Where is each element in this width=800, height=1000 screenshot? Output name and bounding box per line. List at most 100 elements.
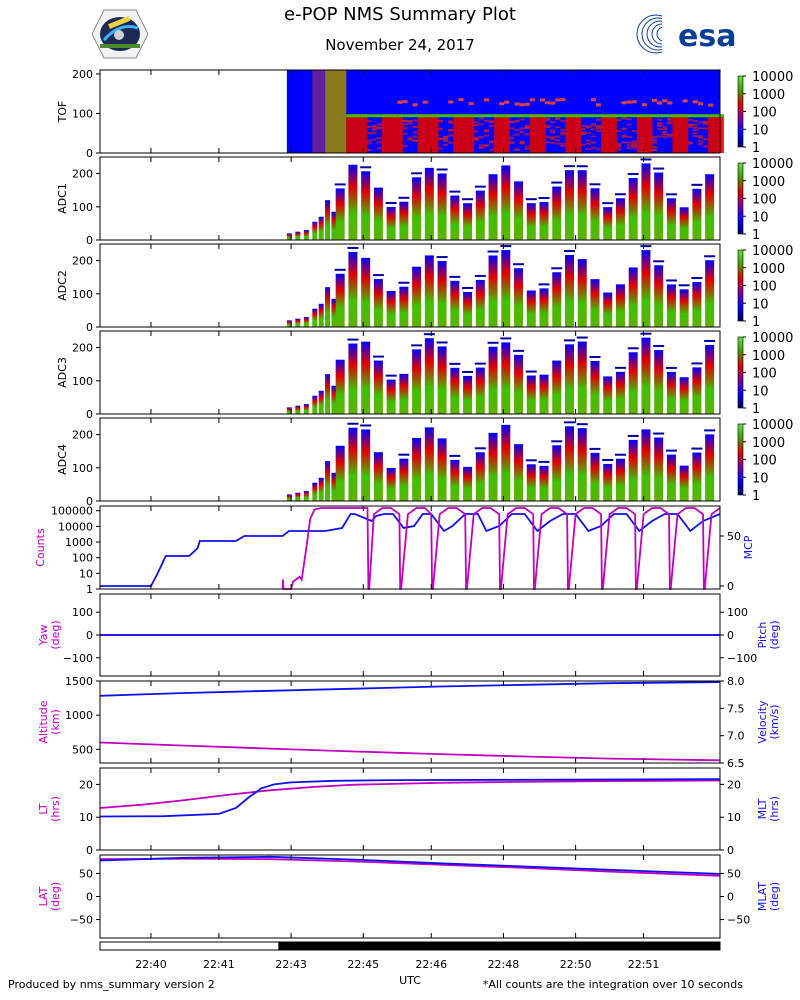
tof-line — [646, 114, 653, 118]
spec-column — [450, 280, 460, 327]
tof-cell — [667, 135, 673, 138]
spec-column — [679, 465, 689, 501]
tof-cell — [667, 133, 673, 136]
tof-cell — [371, 131, 377, 134]
tof-cell — [407, 120, 413, 123]
spec-column — [603, 292, 613, 327]
tof-cell — [402, 132, 408, 135]
spec-cap — [640, 245, 652, 248]
tof-cell — [524, 145, 530, 148]
coverage-fill — [278, 942, 720, 950]
colorbar-tick-label: 10000 — [752, 157, 793, 172]
spec-column — [552, 445, 562, 501]
tof-line — [509, 114, 515, 118]
colorbar-tick-label: 10 — [752, 123, 769, 138]
tof-cell — [478, 136, 484, 139]
tof-cell — [483, 144, 489, 147]
tof-cell — [366, 149, 372, 152]
spec-column — [475, 279, 485, 327]
spec-column — [501, 342, 511, 414]
spec-column — [335, 445, 345, 501]
tof-cell — [585, 148, 591, 151]
tof-cell — [519, 103, 525, 107]
tof-cell — [555, 135, 561, 138]
spec-cap — [474, 274, 486, 277]
tof-line — [407, 114, 414, 118]
tof-cell — [458, 114, 465, 153]
spec-cap — [576, 423, 588, 426]
tof-cell — [641, 114, 648, 153]
tof-cell — [580, 133, 586, 136]
left-axis-unit: (deg) — [49, 620, 62, 649]
y-axis-label: ADC4 — [56, 444, 69, 475]
spec-cap — [538, 197, 550, 200]
spec-column — [577, 428, 587, 501]
spec-column — [590, 279, 600, 327]
spec-column — [565, 426, 574, 501]
spec-column — [628, 267, 638, 327]
spec-column — [475, 367, 485, 414]
spec-column — [641, 429, 651, 501]
right-tick-label: 0 — [727, 844, 734, 857]
spec-column — [615, 284, 625, 327]
footer-right: *All counts are the integration over 10 … — [483, 978, 743, 991]
tof-line — [351, 114, 357, 118]
spec-column — [565, 344, 574, 414]
spec-cap — [334, 183, 346, 186]
spec-column — [603, 207, 613, 240]
spec-column — [641, 163, 651, 240]
spec-cap — [474, 362, 486, 365]
tof-cell — [585, 131, 591, 134]
spec-column — [552, 186, 562, 240]
tof-line — [361, 114, 368, 118]
tof-line — [417, 114, 424, 118]
tof-cell — [697, 135, 704, 138]
tof-cell — [509, 127, 515, 130]
spec-cap — [691, 277, 703, 280]
spec-cap — [614, 193, 626, 196]
right-tick-label: 50 — [727, 867, 741, 880]
tof-line — [387, 114, 393, 118]
spec-column — [603, 376, 613, 414]
tof-cell — [412, 125, 418, 128]
tof-cell — [601, 114, 607, 153]
tof-cell — [443, 143, 449, 146]
tof-cell — [356, 114, 363, 153]
spec-cap — [372, 355, 384, 358]
tof-cell — [473, 123, 479, 126]
tof-cell — [473, 138, 479, 141]
spec-cap — [653, 167, 665, 170]
spec-column — [412, 437, 422, 501]
tof-cell — [488, 141, 495, 144]
tof-cell — [488, 148, 495, 151]
spec-cap — [627, 434, 639, 437]
tof-cell — [697, 102, 704, 106]
spec-column — [424, 427, 434, 501]
tof-cell — [443, 137, 449, 140]
tof-cell — [514, 102, 520, 106]
spec-column — [552, 272, 562, 327]
spec-column — [666, 198, 676, 240]
left-tick-label: 0 — [86, 629, 93, 642]
tof-cell — [545, 141, 551, 144]
left-axis-unit: (km) — [49, 709, 62, 735]
right-tick-label: 0 — [727, 891, 734, 904]
tof-cell — [458, 98, 464, 102]
panel-frame — [99, 680, 721, 764]
tof-line — [692, 114, 699, 118]
tof-cell — [473, 130, 479, 133]
colorbar-tick-label: 10000 — [752, 70, 793, 85]
tof-line — [519, 114, 526, 118]
tof-cell — [524, 124, 530, 127]
tof-cell — [631, 129, 637, 132]
y-axis-label: TOF — [56, 101, 69, 124]
tof-cell — [351, 114, 357, 153]
tof-cell — [580, 128, 586, 131]
spec-cap — [525, 370, 537, 373]
tof-line — [667, 114, 673, 118]
tof-line — [677, 114, 684, 118]
tof-cell — [616, 144, 622, 147]
tof-cell — [662, 99, 668, 103]
colorbar-tick-label: 100 — [752, 280, 777, 295]
tof-cell — [519, 118, 525, 121]
